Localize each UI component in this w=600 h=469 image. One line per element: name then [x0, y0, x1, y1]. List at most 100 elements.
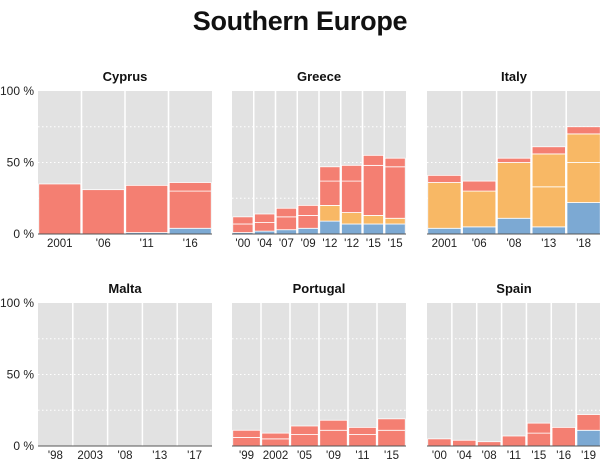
bar-segment [496, 217, 532, 235]
bar-segment [348, 427, 377, 435]
bar-segment [275, 207, 297, 218]
panel-title: Malta [108, 281, 142, 296]
x-tick-label: '13 [541, 238, 556, 250]
bar-segment [38, 183, 82, 235]
bar-segment [362, 223, 384, 235]
bar-segment [496, 162, 532, 219]
bar-segment [125, 184, 169, 233]
panel-title: Spain [496, 281, 531, 296]
bar-segment [566, 162, 600, 203]
x-tick-label: '15 [531, 450, 546, 462]
bar-segment [232, 223, 254, 233]
bar-segment [384, 217, 406, 225]
bar-segment [319, 220, 341, 235]
y-tick-label: 100 % [0, 84, 34, 98]
bar-segment [526, 432, 551, 447]
bar-segment [531, 146, 566, 155]
chart-panel-malta: Malta '98 2003 '08 '13 '17 100 % 50 % 0 % [0, 281, 212, 462]
x-tick-label: '08 [507, 238, 522, 250]
bar-segment [576, 414, 600, 431]
x-tick-label: '00 [432, 450, 447, 462]
bar-segment [319, 204, 341, 222]
panel-title: Cyprus [103, 69, 148, 84]
chart-panel-cyprus: Cyprus 2001 '06 '11 '16 100 % 50 % 0 % [0, 69, 212, 250]
bar-segment [427, 182, 462, 229]
bar-segment [501, 435, 527, 447]
bar-segment [526, 422, 551, 434]
bar-segment [290, 434, 319, 447]
x-tick-label: '13 [152, 450, 167, 462]
bar-segment [319, 180, 341, 206]
bar-segment [551, 427, 576, 447]
x-tick-label: '09 [301, 238, 316, 250]
bar-segment [462, 190, 497, 228]
bar-segment [452, 439, 477, 447]
y-tick-label: 0 % [13, 439, 34, 453]
x-tick-label: 2003 [77, 450, 103, 462]
x-tick-label: '11 [140, 238, 154, 250]
x-tick-label: '00 [235, 238, 250, 250]
bar-segment [261, 432, 290, 440]
chart-panel-spain: Spain '00 '04 '08 '11 '15 '16 '19 [427, 281, 600, 462]
chart-panel-italy: Italy 2001 '06 '08 '13 '18 [427, 69, 600, 250]
bar-segment [384, 157, 406, 168]
x-tick-label: '05 [297, 450, 312, 462]
x-tick-label: '11 [355, 450, 369, 462]
bar-segment [531, 186, 566, 228]
x-tick-label: '09 [326, 450, 341, 462]
bar-segment [319, 166, 341, 182]
panel-title: Portugal [293, 281, 346, 296]
x-tick-label: 2001 [47, 238, 73, 250]
x-tick-label: '16 [556, 450, 571, 462]
x-tick-label: '06 [472, 238, 487, 250]
bar-segment [319, 429, 348, 447]
chart-panel-portugal: Portugal '99 2002 '05 '09 '11 '15 [232, 281, 406, 462]
bar-segment [531, 226, 566, 235]
x-tick-label: '07 [279, 238, 294, 250]
x-tick-label: '15 [388, 238, 403, 250]
panel-background [427, 303, 600, 446]
bar-segment [297, 227, 319, 235]
panel-title: Greece [297, 69, 341, 84]
bar-segment [168, 227, 212, 235]
bar-segment [362, 154, 384, 166]
bar-segment [362, 164, 384, 216]
x-tick-label: '08 [118, 450, 133, 462]
x-tick-label: 2002 [263, 450, 289, 462]
bar-segment [254, 222, 276, 232]
bar-segment [319, 419, 348, 431]
x-tick-label: '19 [581, 450, 596, 462]
bar-segment [168, 182, 212, 192]
x-tick-label: '12 [344, 238, 359, 250]
bar-segment [297, 204, 319, 216]
x-tick-label: '04 [257, 238, 273, 250]
x-tick-label: '17 [187, 450, 202, 462]
bar-segment [232, 216, 254, 225]
bar-segment [232, 437, 261, 447]
bar-segment [232, 429, 261, 438]
bar-segment [81, 189, 125, 235]
bar-segment [341, 180, 363, 213]
bar-segment [384, 223, 406, 235]
bar-segment [566, 126, 600, 135]
x-tick-label: '15 [384, 450, 399, 462]
bar-segment [427, 227, 462, 235]
bar-segment [290, 425, 319, 435]
bar-segment [566, 133, 600, 163]
bar-segment [576, 429, 600, 447]
bar-segment [261, 438, 290, 447]
x-tick-label: '99 [239, 450, 254, 462]
bar-segment [377, 418, 406, 431]
x-tick-label: '12 [322, 238, 337, 250]
x-tick-label: '16 [183, 238, 198, 250]
bar-segment [254, 213, 276, 223]
y-tick-label: 50 % [7, 368, 35, 382]
bar-segment [362, 215, 384, 225]
y-tick-label: 50 % [7, 156, 35, 170]
bar-segment [341, 212, 363, 225]
x-tick-label: '15 [366, 238, 381, 250]
panel-background [38, 303, 212, 446]
bar-segment [531, 153, 566, 188]
